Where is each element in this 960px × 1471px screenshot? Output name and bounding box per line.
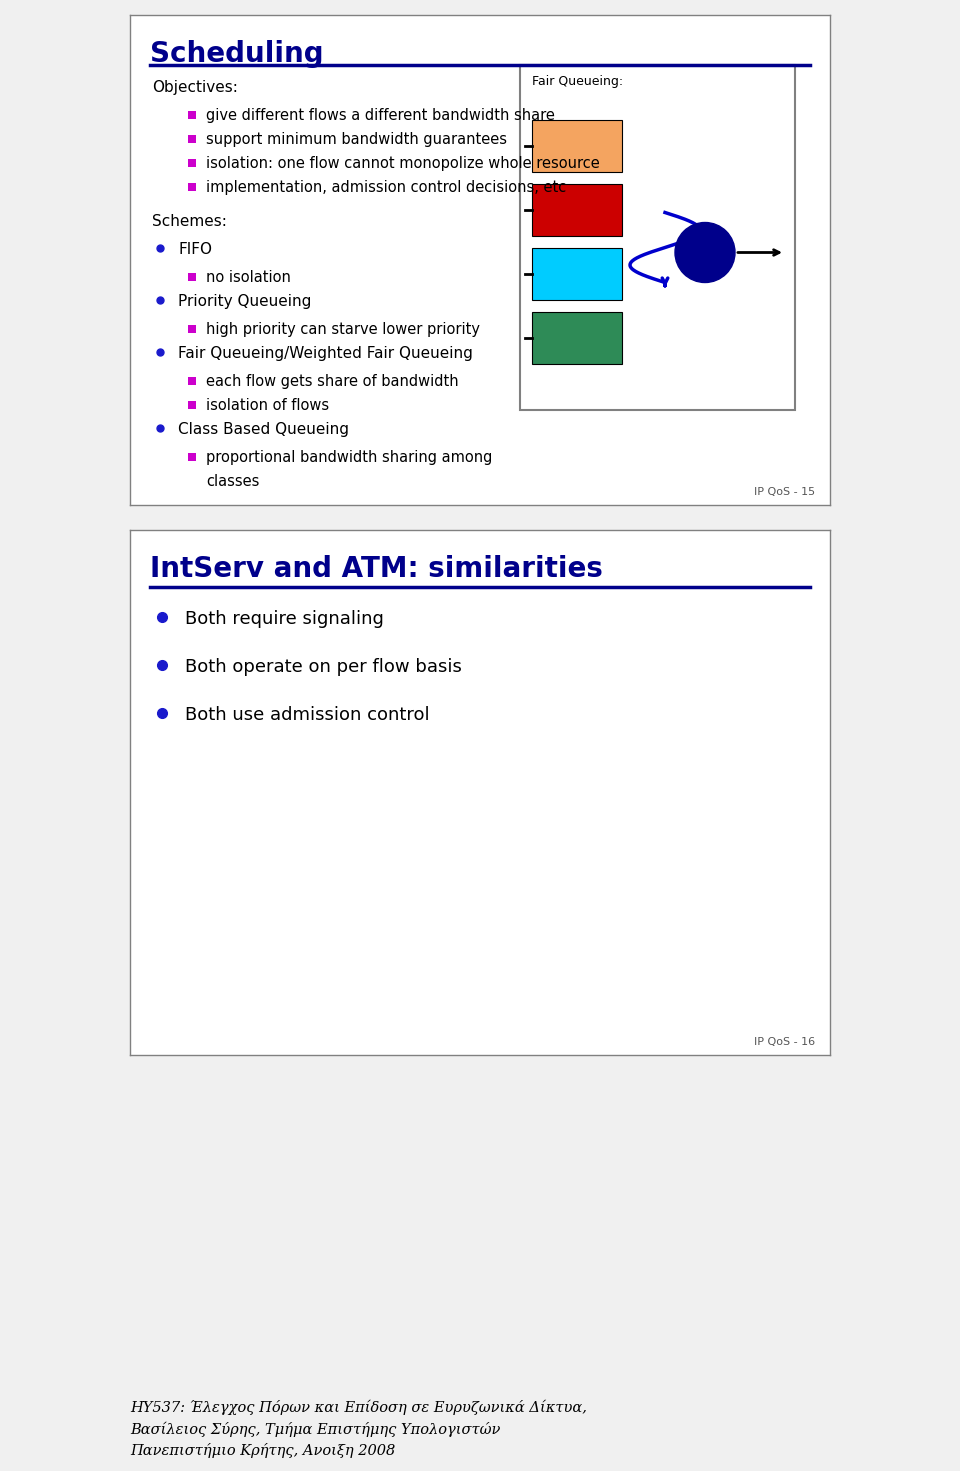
Text: Schemes:: Schemes: — [152, 213, 227, 229]
Text: Both require signaling: Both require signaling — [185, 610, 384, 628]
Text: proportional bandwidth sharing among: proportional bandwidth sharing among — [206, 450, 492, 465]
Bar — [188, 182, 196, 191]
Text: implementation, admission control decisions, etc: implementation, admission control decisi… — [206, 179, 566, 196]
Text: isolation of flows: isolation of flows — [206, 399, 329, 413]
Bar — [532, 184, 622, 235]
Text: Objectives:: Objectives: — [152, 79, 238, 96]
Text: no isolation: no isolation — [206, 271, 291, 285]
Bar — [532, 121, 622, 172]
Bar — [188, 402, 196, 409]
Bar — [188, 453, 196, 460]
Text: FIFO: FIFO — [178, 243, 212, 257]
Text: Both operate on per flow basis: Both operate on per flow basis — [185, 658, 462, 677]
Text: Priority Queueing: Priority Queueing — [178, 294, 311, 309]
Text: each flow gets share of bandwidth: each flow gets share of bandwidth — [206, 374, 459, 388]
Text: Fair Queueing/Weighted Fair Queueing: Fair Queueing/Weighted Fair Queueing — [178, 346, 473, 360]
Bar — [532, 312, 622, 363]
Text: Scheduling: Scheduling — [150, 40, 324, 68]
Text: classes: classes — [206, 474, 259, 488]
Text: isolation: one flow cannot monopolize whole resource: isolation: one flow cannot monopolize wh… — [206, 156, 600, 171]
Bar — [520, 65, 795, 410]
Text: Both use admission control: Both use admission control — [185, 706, 430, 724]
Text: IP QoS - 15: IP QoS - 15 — [754, 487, 815, 497]
Bar — [188, 110, 196, 119]
Text: give different flows a different bandwidth share: give different flows a different bandwid… — [206, 107, 555, 124]
Text: IP QoS - 16: IP QoS - 16 — [754, 1037, 815, 1047]
Bar — [532, 249, 622, 300]
Text: high priority can starve lower priority: high priority can starve lower priority — [206, 322, 480, 337]
Bar — [188, 377, 196, 385]
Text: Class Based Queueing: Class Based Queueing — [178, 422, 349, 437]
Text: IntServ and ATM: similarities: IntServ and ATM: similarities — [150, 555, 603, 583]
Bar — [188, 325, 196, 332]
Text: HY537: Έλεγχος Πόρων και Επίδοση σε Ευρυζωνικά Δίκτυα,
Βασίλειος Σύρης, Τμήμα Επ: HY537: Έλεγχος Πόρων και Επίδοση σε Ευρυ… — [130, 1400, 587, 1458]
Bar — [188, 274, 196, 281]
Bar — [188, 159, 196, 168]
Bar — [188, 135, 196, 143]
Circle shape — [675, 222, 735, 282]
Text: support minimum bandwidth guarantees: support minimum bandwidth guarantees — [206, 132, 507, 147]
Text: Fair Queueing:: Fair Queueing: — [532, 75, 623, 88]
